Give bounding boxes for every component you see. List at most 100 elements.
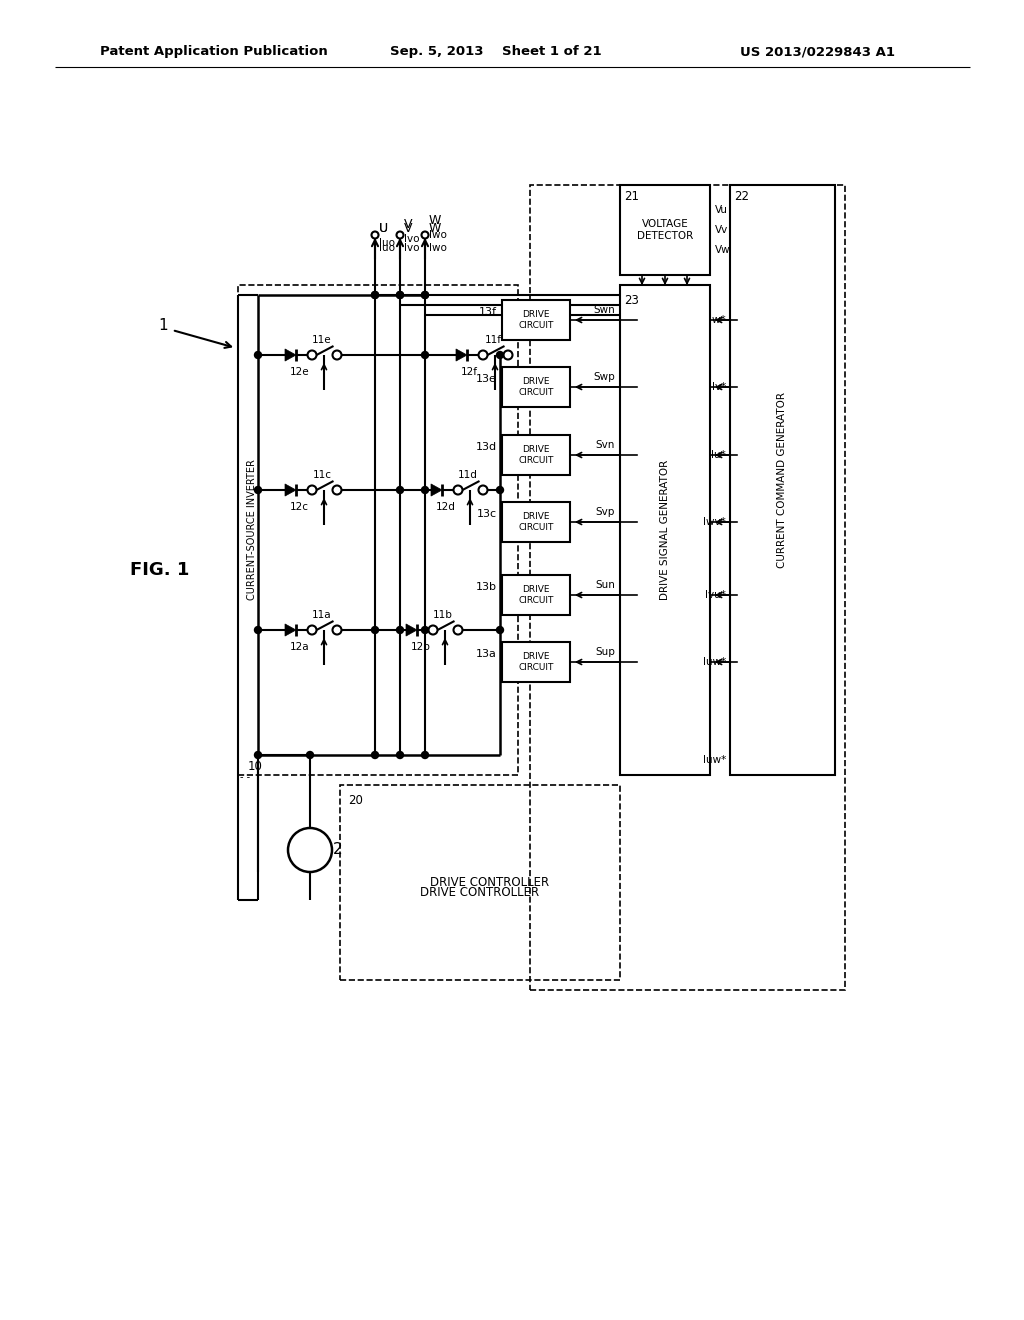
Text: Iwv*: Iwv* <box>703 517 726 527</box>
Bar <box>502 502 570 543</box>
Text: V: V <box>404 223 413 235</box>
Circle shape <box>307 351 316 359</box>
Text: 1: 1 <box>158 318 168 333</box>
Text: 12b: 12b <box>411 642 431 652</box>
Circle shape <box>255 487 261 494</box>
Text: 11f: 11f <box>484 335 502 345</box>
Text: DRIVE
CIRCUIT: DRIVE CIRCUIT <box>518 585 554 605</box>
Circle shape <box>422 751 428 759</box>
Text: Vu: Vu <box>715 205 728 215</box>
Text: W: W <box>429 223 441 235</box>
Text: Iuw*: Iuw* <box>702 657 726 667</box>
Bar <box>238 285 518 775</box>
Text: 13b: 13b <box>476 582 497 591</box>
Bar <box>502 642 570 682</box>
Circle shape <box>372 231 379 239</box>
Circle shape <box>422 351 428 359</box>
Bar <box>340 785 620 979</box>
Circle shape <box>288 828 332 873</box>
Text: Patent Application Publication: Patent Application Publication <box>100 45 328 58</box>
Circle shape <box>307 626 316 635</box>
Bar <box>502 436 570 475</box>
Text: VOLTAGE
DETECTOR: VOLTAGE DETECTOR <box>637 219 693 240</box>
Text: 13a: 13a <box>476 649 497 659</box>
Text: 20: 20 <box>348 793 362 807</box>
Circle shape <box>333 486 341 495</box>
Circle shape <box>396 751 403 759</box>
Text: W: W <box>429 214 441 227</box>
Text: Svp: Svp <box>596 507 615 517</box>
Text: 12d: 12d <box>436 502 456 512</box>
Text: 23: 23 <box>624 293 639 306</box>
Text: DRIVE
CIRCUIT: DRIVE CIRCUIT <box>518 512 554 532</box>
Text: 12a: 12a <box>290 642 309 652</box>
Text: CURRENT-SOURCE INVERTER: CURRENT-SOURCE INVERTER <box>247 459 257 601</box>
Circle shape <box>372 292 379 298</box>
Text: 10: 10 <box>248 760 263 774</box>
Text: 12e: 12e <box>290 367 309 378</box>
Text: US 2013/0229843 A1: US 2013/0229843 A1 <box>740 45 895 58</box>
Text: 13d: 13d <box>476 442 497 451</box>
Text: Ivu*: Ivu* <box>706 590 726 601</box>
Circle shape <box>497 627 504 634</box>
Circle shape <box>422 292 428 298</box>
Circle shape <box>497 487 504 494</box>
Text: DRIVE
CIRCUIT: DRIVE CIRCUIT <box>518 445 554 465</box>
Text: Iwo: Iwo <box>429 243 446 253</box>
Text: Sep. 5, 2013    Sheet 1 of 21: Sep. 5, 2013 Sheet 1 of 21 <box>390 45 602 58</box>
Circle shape <box>307 486 316 495</box>
Circle shape <box>422 292 428 298</box>
Circle shape <box>255 751 261 759</box>
Text: CURRENT COMMAND GENERATOR: CURRENT COMMAND GENERATOR <box>777 392 787 568</box>
Text: Svn: Svn <box>596 440 615 450</box>
Circle shape <box>396 627 403 634</box>
Text: DRIVE CONTROLLER: DRIVE CONTROLLER <box>430 875 550 888</box>
Text: 13e: 13e <box>476 374 497 384</box>
Text: Iuo: Iuo <box>379 243 395 253</box>
Text: 13f: 13f <box>479 308 497 317</box>
Circle shape <box>422 627 428 634</box>
Polygon shape <box>431 484 442 496</box>
Text: Vw: Vw <box>715 246 731 255</box>
Circle shape <box>372 751 379 759</box>
Polygon shape <box>285 484 296 496</box>
Circle shape <box>478 351 487 359</box>
Circle shape <box>306 751 313 759</box>
Text: Iw*: Iw* <box>710 315 726 325</box>
Text: DRIVE CONTROLLER: DRIVE CONTROLLER <box>421 886 540 899</box>
Circle shape <box>478 486 487 495</box>
Circle shape <box>454 486 463 495</box>
Text: FIG. 1: FIG. 1 <box>130 561 189 579</box>
Polygon shape <box>285 624 296 636</box>
Circle shape <box>372 627 379 634</box>
Circle shape <box>497 351 504 359</box>
Text: Sup: Sup <box>595 647 615 657</box>
Text: U: U <box>379 222 388 235</box>
Text: DRIVE SIGNAL GENERATOR: DRIVE SIGNAL GENERATOR <box>660 459 670 601</box>
Circle shape <box>422 487 428 494</box>
Text: 22: 22 <box>734 190 749 203</box>
Bar <box>502 576 570 615</box>
Circle shape <box>333 626 341 635</box>
Text: 11b: 11b <box>433 610 453 620</box>
Text: 21: 21 <box>624 190 639 203</box>
Text: 11e: 11e <box>312 335 332 345</box>
Polygon shape <box>456 348 467 362</box>
Text: Iuo: Iuo <box>379 238 395 248</box>
Text: 11d: 11d <box>458 470 478 480</box>
Text: Vv: Vv <box>715 224 728 235</box>
Bar <box>502 367 570 407</box>
Text: DRIVE
CIRCUIT: DRIVE CIRCUIT <box>518 652 554 672</box>
Text: Sun: Sun <box>595 579 615 590</box>
Text: 11a: 11a <box>312 610 332 620</box>
Text: U: U <box>379 223 388 235</box>
Bar <box>730 185 835 775</box>
Circle shape <box>422 231 428 239</box>
Text: Ivo: Ivo <box>404 243 420 253</box>
Text: 13c: 13c <box>477 510 497 519</box>
Circle shape <box>333 351 341 359</box>
Circle shape <box>454 626 463 635</box>
Text: DRIVE
CIRCUIT: DRIVE CIRCUIT <box>518 378 554 397</box>
Bar <box>620 285 710 775</box>
Circle shape <box>396 292 403 298</box>
